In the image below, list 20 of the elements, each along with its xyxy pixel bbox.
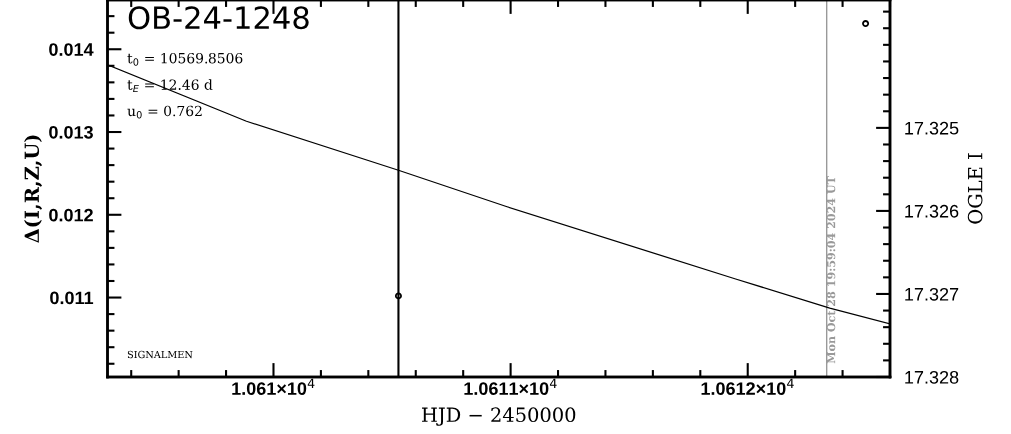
y-axis-title: Δ(I,R,Z,U) (24, 135, 43, 243)
y2-tick-label: 17.327 (905, 287, 959, 301)
y2-axis-title: OGLE I (967, 153, 983, 224)
y-tick-label: 0.013 (49, 125, 93, 139)
annotation: u$_{0}$ = 0.762 (127, 105, 202, 119)
chart-title: OB-24-1248 (128, 6, 309, 30)
x-tick-label: 1.061×10$^{4}$ (232, 378, 315, 395)
annotation: Mon Oct 28 19:59:04 2024 UT (826, 176, 836, 364)
y-tick-label: 0.014 (49, 43, 94, 56)
x-tick-label: 1.0611×10$^{4}$ (464, 378, 557, 395)
annotation: SIGNALMEN (127, 350, 193, 359)
annotation: t$_{E}$ = 12.46 d (127, 79, 213, 92)
y2-tick-label: 17.328 (905, 370, 959, 384)
y-tick-label: 0.012 (49, 208, 93, 222)
x-tick-label: 1.0612×10$^{4}$ (701, 378, 794, 395)
y-tick-label: 0.011 (50, 291, 94, 305)
y2-tick-label: 17.325 (905, 121, 959, 135)
annotation: t$_{0}$ = 10569.8506 (127, 52, 243, 66)
x-axis-title: HJD − 2450000 (422, 407, 576, 426)
y2-tick-label: 17.326 (905, 204, 959, 218)
